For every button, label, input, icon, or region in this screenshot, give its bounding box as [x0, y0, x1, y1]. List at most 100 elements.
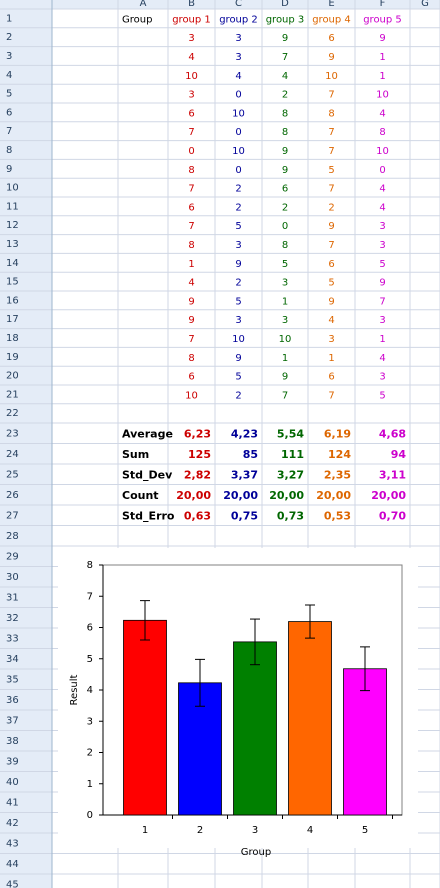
row-number: 20 [6, 371, 19, 382]
cell-value: 8 [379, 127, 385, 138]
cell-value: 7 [379, 296, 385, 307]
row-number: 2 [6, 32, 12, 43]
row-number: 44 [6, 859, 19, 870]
cell-value: 0 [188, 146, 194, 157]
row-number: 17 [6, 314, 19, 325]
row-number: 23 [6, 428, 19, 439]
cell-value: 9 [188, 315, 194, 326]
row-number: 41 [6, 797, 19, 808]
cell-value: 9 [379, 33, 385, 44]
stat-value: 4,68 [379, 427, 406, 440]
group-header: group 2 [219, 14, 258, 25]
cell-value: 7 [188, 221, 194, 232]
stat-value: 2,35 [324, 468, 351, 481]
cell-value: 2 [282, 90, 288, 101]
column-header: E [328, 0, 334, 9]
cell-value: 3 [235, 240, 241, 251]
cell-value: 10 [185, 71, 198, 82]
row-number: 25 [6, 469, 19, 480]
cell-value: 8 [282, 108, 288, 119]
cell-value: 7 [328, 240, 334, 251]
bar [343, 668, 387, 816]
row-number: 8 [6, 145, 12, 156]
stat-value: 0,63 [184, 509, 211, 522]
stat-value: 20,00 [176, 489, 211, 502]
row-number: 3 [6, 51, 12, 62]
cell-value: 3 [379, 221, 385, 232]
cell-value: 7 [282, 390, 288, 401]
row-number: 18 [6, 333, 19, 344]
cell-value: 5 [282, 259, 288, 270]
cell-value: 9 [235, 259, 241, 270]
cell-value: 2 [282, 202, 288, 213]
cell-value: 9 [282, 33, 288, 44]
cell-value: 3 [328, 334, 334, 345]
stat-value: 20,00 [316, 489, 351, 502]
cell-value: 3 [235, 52, 241, 63]
cell-value: 1 [282, 353, 288, 364]
cell-value: 4 [379, 202, 385, 213]
row-number: 30 [6, 572, 19, 583]
bar [123, 619, 167, 816]
row-number: 38 [6, 736, 19, 747]
row-number: 21 [6, 389, 19, 400]
bar [288, 621, 332, 816]
column-header: D [281, 0, 289, 9]
stat-value: 3,27 [277, 468, 304, 481]
group-header: group 4 [312, 14, 351, 25]
stat-value: 20,00 [223, 489, 258, 502]
cell-value: 5 [379, 390, 385, 401]
stat-value: 0,53 [324, 509, 351, 522]
cell-value: 3 [379, 315, 385, 326]
cell-value: 0 [235, 90, 241, 101]
cell-value: 7 [328, 184, 334, 195]
header-label: Group [122, 14, 152, 25]
cell-value: 7 [188, 184, 194, 195]
column-header: F [380, 0, 386, 9]
y-tick-label: 2 [87, 748, 93, 759]
row-number: 13 [6, 239, 19, 250]
cell-value: 1 [188, 259, 194, 270]
cell-value: 3 [282, 315, 288, 326]
stat-value: 85 [243, 448, 258, 461]
row-number: 19 [6, 352, 19, 363]
cell-value: 2 [235, 390, 241, 401]
stat-value: 111 [281, 448, 304, 461]
row-number: 31 [6, 592, 19, 603]
stat-label: Std_Dev [122, 468, 173, 481]
cell-value: 6 [188, 108, 194, 119]
column-header: G [421, 0, 429, 9]
cell-value: 0 [282, 221, 288, 232]
x-tick-label: 5 [362, 825, 368, 836]
stat-value: 6,23 [184, 427, 211, 440]
cell-value: 6 [282, 184, 288, 195]
x-axis-label: Group [241, 847, 271, 858]
stat-label: Std_Erro [122, 509, 175, 522]
stat-value: 6,19 [324, 427, 351, 440]
bar [233, 641, 277, 816]
cell-value: 4 [282, 71, 288, 82]
cell-value: 7 [328, 90, 334, 101]
cell-value: 7 [188, 127, 194, 138]
cell-value: 10 [279, 334, 292, 345]
cell-value: 0 [235, 165, 241, 176]
cell-value: 1 [328, 353, 334, 364]
cell-value: 1 [282, 296, 288, 307]
stat-value: 124 [328, 448, 351, 461]
cell-value: 4 [379, 108, 385, 119]
cell-value: 4 [188, 52, 194, 63]
cell-value: 6 [188, 372, 194, 383]
cell-value: 1 [379, 71, 385, 82]
cell-value: 0 [379, 165, 385, 176]
column-header: B [188, 0, 195, 9]
stat-value: 20,00 [371, 489, 406, 502]
cell-value: 5 [235, 372, 241, 383]
group-header: group 3 [266, 14, 305, 25]
cell-value: 0 [235, 127, 241, 138]
cell-value: 10 [325, 71, 338, 82]
stat-value: 0,70 [379, 509, 406, 522]
cell-value: 10 [185, 390, 198, 401]
group-header: group 1 [172, 14, 211, 25]
cell-value: 8 [282, 127, 288, 138]
stat-value: 0,75 [231, 509, 258, 522]
